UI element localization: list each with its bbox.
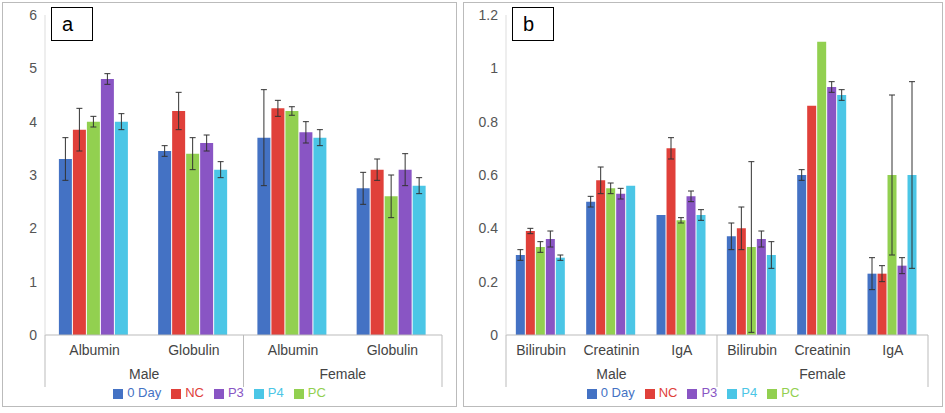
svg-text:1.2: 1.2 [479,7,499,23]
html-text:P4: P4 [741,385,758,400]
svg-text:1: 1 [490,60,498,76]
svg-text:Creatinin: Creatinin [583,342,639,358]
html-text:0 Day: 0 Day [600,385,635,400]
svg-text:IgA: IgA [671,342,693,358]
svg-text:0.2: 0.2 [479,274,499,290]
svg-text:0.6: 0.6 [479,167,499,183]
svg-text:Globulin: Globulin [367,342,418,358]
html-text:PC: PC [781,385,800,400]
svg-text:0: 0 [29,327,37,343]
svg-text:0: 0 [490,327,498,343]
svg-text:3: 3 [29,167,37,183]
svg-text:1: 1 [29,274,37,290]
svg-text:Female: Female [319,366,366,382]
html-text:P3: P3 [227,385,244,400]
svg-text:Bilirubin: Bilirubin [727,342,777,358]
svg-text:Male: Male [596,366,627,382]
html-text:a: a [62,13,74,35]
svg-text:5: 5 [29,60,37,76]
svg-text:Male: Male [129,366,160,382]
svg-text:Creatinin: Creatinin [794,342,850,358]
svg-text:Female: Female [799,366,846,382]
svg-text:IgA: IgA [882,342,904,358]
svg-text:Globulin: Globulin [168,342,219,358]
svg-text:0.8: 0.8 [479,114,499,130]
svg-text:Albumin: Albumin [268,342,319,358]
html-text:PC: PC [307,385,326,400]
html-text:P3: P3 [701,385,718,400]
html-text:0 Day: 0 Day [127,385,162,400]
svg-text:4: 4 [29,114,37,130]
html-text:NC: NC [185,385,204,400]
html-text:P4: P4 [267,385,284,400]
svg-text:0.4: 0.4 [479,220,499,236]
svg-text:6: 6 [29,7,37,23]
svg-text:Albumin: Albumin [69,342,120,358]
svg-text:2: 2 [29,220,37,236]
html-text:NC: NC [658,385,678,400]
html-text:b: b [523,13,535,35]
svg-text:Bilirubin: Bilirubin [516,342,566,358]
